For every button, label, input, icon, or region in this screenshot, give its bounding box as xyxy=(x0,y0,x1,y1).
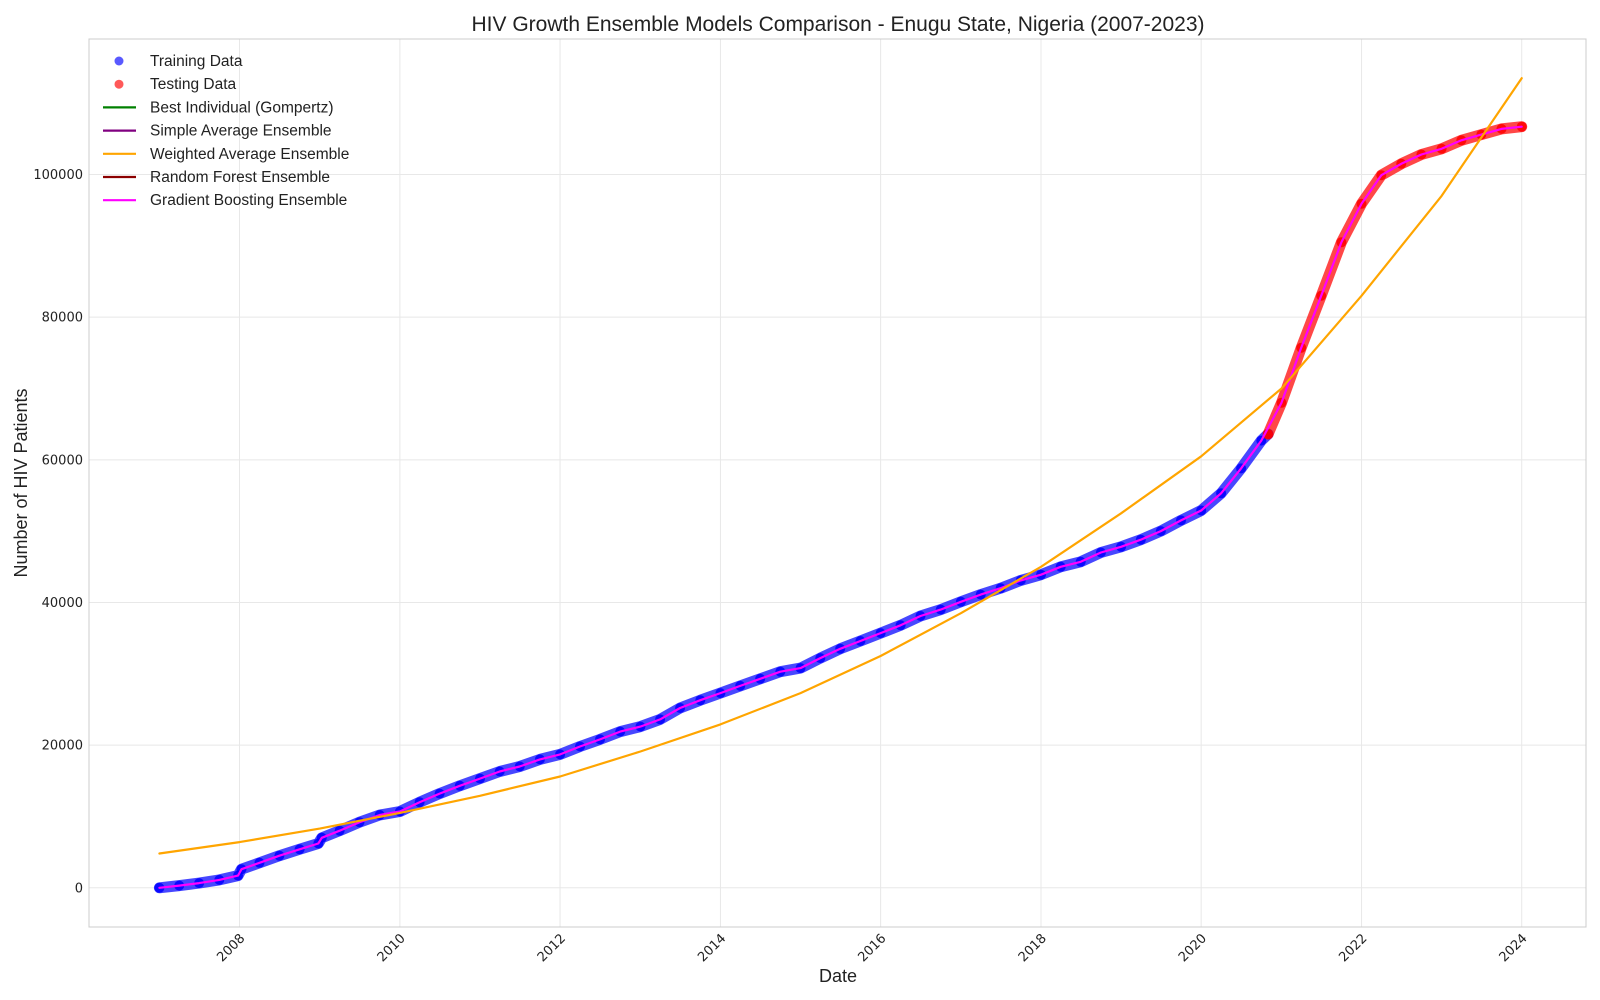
legend-item-random-forest-ensemble: Random Forest Ensemble xyxy=(103,169,330,186)
plot-frame xyxy=(88,38,1587,928)
legend-item-best-individual-gompertz: Best Individual (Gompertz) xyxy=(103,99,334,116)
legend-item-gradient-boosting-ensemble: Gradient Boosting Ensemble xyxy=(103,192,347,209)
legend-label: Best Individual (Gompertz) xyxy=(150,99,334,116)
x-tick-label: 2018 xyxy=(1016,931,1050,965)
x-tick-label: 2020 xyxy=(1176,931,1210,965)
legend-label: Random Forest Ensemble xyxy=(150,169,330,186)
x-axis-label: Date xyxy=(819,966,857,986)
plot-area xyxy=(89,39,1586,927)
y-tick-label: 60000 xyxy=(42,453,83,468)
legend-item-training-data: Training Data xyxy=(114,53,243,70)
legend-item-simple-average-ensemble: Simple Average Ensemble xyxy=(103,123,332,140)
weighted-average-ensemble-line xyxy=(158,77,1523,855)
series-layer xyxy=(153,77,1528,894)
x-tick-label: 2022 xyxy=(1336,931,1370,965)
y-tick-label: 20000 xyxy=(42,739,83,754)
grid xyxy=(89,39,1586,927)
x-tick-label: 2010 xyxy=(375,931,409,965)
legend-marker xyxy=(114,79,124,89)
y-axis-label: Number of HIV Patients xyxy=(11,388,31,577)
gradient-boosting-ensemble-line xyxy=(158,125,1523,889)
y-tick-label: 40000 xyxy=(42,596,83,611)
legend: Training Data Testing Data Best Individual… xyxy=(103,53,349,209)
y-tick-label: 100000 xyxy=(33,168,83,183)
x-tick-label: 2024 xyxy=(1497,931,1531,965)
x-tick-label: 2014 xyxy=(695,931,729,965)
y-tick-labels: 0 20000 40000 60000 80000 100000 xyxy=(33,168,83,896)
y-tick-label: 0 xyxy=(75,881,83,896)
legend-marker xyxy=(114,56,124,66)
legend-label: Testing Data xyxy=(150,76,237,93)
legend-label: Weighted Average Ensemble xyxy=(150,146,349,163)
x-tick-labels: 2008 2010 2012 2014 2016 2018 2020 2022 2024 xyxy=(214,931,1530,965)
chart-title: HIV Growth Ensemble Models Comparison - … xyxy=(471,13,1204,36)
legend-label: Training Data xyxy=(150,53,243,70)
legend-label: Simple Average Ensemble xyxy=(150,123,332,140)
x-tick-label: 2016 xyxy=(855,931,889,965)
legend-item-weighted-average-ensemble: Weighted Average Ensemble xyxy=(103,146,349,163)
legend-item-testing-data: Testing Data xyxy=(114,76,237,93)
x-tick-label: 2012 xyxy=(535,931,569,965)
legend-label: Gradient Boosting Ensemble xyxy=(150,192,347,209)
y-tick-label: 80000 xyxy=(42,311,83,326)
x-tick-label: 2008 xyxy=(214,931,248,965)
